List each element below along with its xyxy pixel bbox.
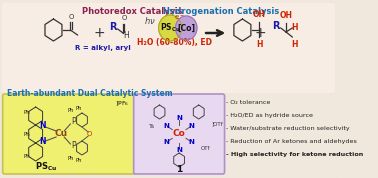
Text: R = alkyl, aryl: R = alkyl, aryl [74, 45, 130, 51]
Text: O: O [121, 15, 127, 21]
Text: Ts: Ts [149, 124, 155, 129]
Text: OH: OH [253, 10, 266, 19]
Text: O: O [87, 131, 92, 137]
Text: H: H [123, 30, 129, 40]
FancyBboxPatch shape [2, 3, 335, 93]
Text: N: N [164, 123, 170, 129]
Text: Ph: Ph [67, 156, 74, 161]
FancyBboxPatch shape [3, 94, 135, 174]
Text: Earth-abundant Dual Catalytic System: Earth-abundant Dual Catalytic System [7, 90, 173, 98]
Text: [Co]: [Co] [177, 23, 195, 33]
Text: Ph: Ph [23, 132, 30, 137]
Text: Ph: Ph [67, 108, 74, 112]
Text: +: + [254, 26, 266, 40]
Text: PS$_{\mathbf{Cu}}$: PS$_{\mathbf{Cu}}$ [160, 22, 180, 34]
Text: Photoredox Catalysis: Photoredox Catalysis [82, 7, 182, 15]
Text: Ph: Ph [75, 106, 82, 111]
Text: R: R [273, 21, 280, 31]
Text: N: N [189, 139, 195, 145]
Text: $h\nu$: $h\nu$ [144, 15, 156, 27]
Text: N: N [40, 137, 46, 146]
Text: Co: Co [173, 130, 186, 138]
Text: H: H [291, 40, 297, 49]
Text: - High selectivity for ketone reduction: - High selectivity for ketone reduction [226, 152, 364, 157]
Text: N: N [40, 122, 46, 130]
Circle shape [159, 15, 182, 41]
Text: Hydrogenation Catalysis: Hydrogenation Catalysis [163, 7, 279, 15]
Text: Ph: Ph [23, 153, 30, 158]
Text: H₂O (60-80%), ED: H₂O (60-80%), ED [137, 38, 212, 48]
Text: $\mathbf{PS}_{\mathbf{Cu}}$: $\mathbf{PS}_{\mathbf{Cu}}$ [35, 161, 57, 173]
Text: P: P [71, 142, 75, 151]
Text: e$^-$: e$^-$ [174, 14, 184, 22]
Text: N: N [164, 139, 170, 145]
Text: +: + [94, 26, 105, 40]
FancyBboxPatch shape [134, 94, 225, 174]
Text: ]OTf: ]OTf [211, 122, 223, 127]
Text: N: N [176, 115, 182, 121]
Text: 1: 1 [176, 166, 182, 174]
Text: OTf: OTf [201, 145, 211, 151]
Text: ]PF$_6$: ]PF$_6$ [115, 100, 129, 108]
Text: H: H [292, 22, 298, 32]
Text: - O₂ tolerance: - O₂ tolerance [226, 101, 271, 106]
Text: OH: OH [280, 11, 293, 20]
Text: Ph: Ph [75, 158, 82, 163]
FancyBboxPatch shape [0, 0, 339, 178]
Text: N: N [189, 123, 195, 129]
Circle shape [175, 16, 197, 40]
Text: N: N [176, 147, 182, 153]
Text: - H₂O/ED as hydride source: - H₂O/ED as hydride source [226, 113, 313, 118]
Text: - Reduction of Ar ketones and aldehydes: - Reduction of Ar ketones and aldehydes [226, 139, 357, 144]
Text: Ph: Ph [23, 109, 30, 114]
Text: P: P [71, 117, 75, 127]
Text: O: O [68, 14, 74, 20]
Text: H: H [256, 40, 263, 49]
Text: Cu: Cu [54, 130, 67, 138]
Text: - Water/substrate reduction selectivity: - Water/substrate reduction selectivity [226, 126, 350, 131]
Text: R: R [109, 22, 117, 32]
